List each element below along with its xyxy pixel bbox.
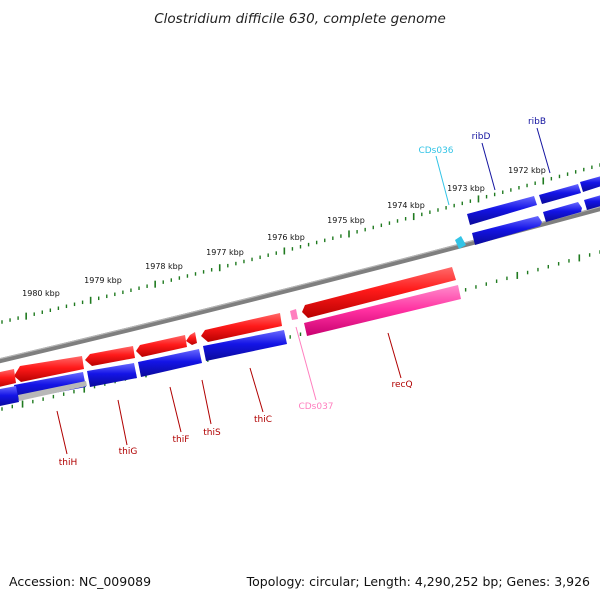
- feature-CDs037[interactable]: [290, 309, 298, 320]
- pseudo-band[interactable]: [18, 381, 87, 401]
- gene-label-cds036[interactable]: CDs036: [418, 146, 453, 156]
- gene-label-ribd[interactable]: ribD: [472, 132, 491, 142]
- feature-recQ-band[interactable]: [304, 285, 461, 336]
- cds-ribB[interactable]: [539, 184, 581, 204]
- scale-label: 1973 kbp: [447, 184, 485, 193]
- scale-label: 1972 kbp: [508, 166, 546, 175]
- callout-line-cds036: [435, 155, 450, 206]
- cds-left-edge[interactable]: [0, 369, 16, 388]
- callout-line-thig: [117, 399, 128, 446]
- scale-label: 1974 kbp: [387, 201, 425, 210]
- gene-label-recq[interactable]: recQ: [391, 380, 412, 390]
- callout-line-thif: [169, 386, 182, 433]
- gene-label-ribb[interactable]: ribB: [528, 117, 546, 127]
- cds-thiF[interactable]: [136, 335, 187, 357]
- lower-feature-band: [0, 285, 461, 407]
- scale-label: 1979 kbp: [84, 276, 122, 285]
- inner-scale-track: [1, 250, 600, 411]
- map-title: Clostridium difficile 630, complete geno…: [154, 11, 446, 27]
- feature-CDs036[interactable]: [455, 236, 466, 249]
- callout-line-cds037: [295, 326, 317, 401]
- cds-band-thiG[interactable]: [87, 363, 137, 387]
- forward-strand-features: [0, 267, 456, 388]
- gene-label-thif[interactable]: thiF: [173, 435, 190, 445]
- cds-recQ-upper[interactable]: [302, 267, 456, 318]
- callout-line-recq: [387, 332, 402, 379]
- scale-label: 1980 kbp: [22, 289, 60, 298]
- cds-thiH[interactable]: [14, 356, 84, 382]
- gene-label-this[interactable]: thiS: [203, 428, 221, 438]
- genome-summary: Topology: circular; Length: 4,290,252 bp…: [246, 574, 590, 589]
- cds-band-thiF[interactable]: [138, 349, 202, 377]
- callout-line-ribd: [481, 142, 496, 191]
- scale-label: 1975 kbp: [327, 216, 365, 225]
- scale-label: 1977 kbp: [206, 248, 244, 257]
- scale-label: 1976 kbp: [267, 233, 305, 242]
- scale-labels: 1980 kbp 1979 kbp 1978 kbp 1977 kbp 1976 kbp…: [22, 166, 546, 298]
- outer-scale-track: [1, 163, 600, 324]
- callout-line-thih: [56, 410, 68, 455]
- cds-lower-1[interactable]: [472, 216, 542, 245]
- gene-label-thih[interactable]: thiH: [59, 458, 78, 468]
- gene-label-thic[interactable]: thiC: [254, 415, 272, 425]
- accession-label: Accession: NC_009089: [9, 574, 151, 589]
- cds-thiG[interactable]: [85, 346, 135, 366]
- gene-labels: ribB ribD CDs036 CDs037 recQ thiC thiS thiF thiG…: [56, 117, 551, 468]
- cds-band-thiC[interactable]: [203, 330, 287, 361]
- cds-thiC[interactable]: [201, 313, 282, 342]
- cds-lower-2[interactable]: [543, 202, 582, 222]
- gene-label-thig[interactable]: thiG: [119, 447, 138, 457]
- callout-line-thic: [249, 367, 264, 413]
- callout-line-this: [201, 379, 212, 425]
- cds-ribD[interactable]: [467, 196, 537, 225]
- callout-line-ribb: [536, 127, 551, 174]
- cds-upper-right[interactable]: [580, 175, 600, 192]
- cds-band-left[interactable]: [0, 386, 19, 407]
- cds-lower-3[interactable]: [584, 194, 600, 210]
- reverse-strand-features-upper: [455, 175, 600, 249]
- cds-thiS[interactable]: [186, 332, 197, 345]
- scale-label: 1978 kbp: [145, 262, 183, 271]
- gene-label-cds037[interactable]: CDs037: [298, 402, 333, 412]
